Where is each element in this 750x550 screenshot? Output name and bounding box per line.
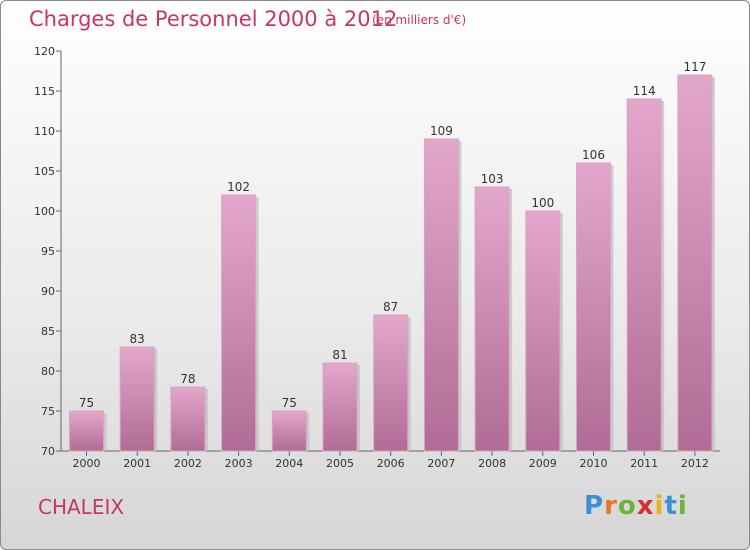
y-tick-label: 115 — [34, 85, 55, 98]
bar-value-label: 81 — [332, 348, 347, 362]
x-tick-label: 2003 — [225, 457, 253, 470]
x-tick-label: 2001 — [123, 457, 151, 470]
bar-2002 — [170, 386, 206, 452]
x-tick-label: 2010 — [580, 457, 608, 470]
y-tick-label: 105 — [34, 165, 55, 178]
y-tick-label: 80 — [41, 365, 55, 378]
x-tick-label: 2011 — [630, 457, 658, 470]
y-tick-label: 110 — [34, 125, 55, 138]
x-tick-label: 2008 — [478, 457, 506, 470]
bar-value-label: 109 — [430, 124, 453, 138]
y-tick-label: 100 — [34, 205, 55, 218]
bar-2000 — [69, 410, 104, 452]
x-tick-label: 2007 — [427, 457, 455, 470]
bar-value-label: 103 — [481, 172, 504, 186]
x-tick-label: 2009 — [529, 457, 557, 470]
proxiti-logo[interactable]: Proxiti — [584, 491, 688, 521]
bar-2010 — [576, 162, 611, 452]
bar-value-label: 83 — [130, 332, 145, 346]
bar-2001 — [119, 346, 155, 452]
bar-2007 — [423, 138, 459, 452]
y-tick-label: 85 — [41, 325, 55, 338]
bar-2006 — [373, 314, 409, 452]
x-tick-label: 2004 — [275, 457, 303, 470]
y-tick-label: 95 — [41, 245, 55, 258]
bar-value-label: 102 — [227, 180, 250, 194]
bar-2009 — [525, 210, 561, 452]
logo-letter: P — [584, 491, 605, 521]
bar-value-label: 75 — [79, 396, 94, 410]
x-tick-label: 2002 — [174, 457, 202, 470]
bar-value-label: 100 — [531, 196, 554, 210]
x-tick-label: 2006 — [377, 457, 405, 470]
logo-letter: x — [636, 491, 655, 521]
bar-value-label: 117 — [683, 60, 706, 74]
bar-2004 — [271, 410, 307, 452]
logo-letter: i — [677, 491, 688, 521]
chart-title: Charges de Personnel 2000 à 2012 — [29, 7, 398, 31]
x-tick-label: 2000 — [73, 457, 101, 470]
axes: 70 75 80 85 90 95 100 105 110 115 120 2000 2001 2002 2… — [34, 45, 721, 470]
logo-letter: t — [664, 491, 678, 521]
x-tick-label: 2012 — [681, 457, 709, 470]
logo-letter: o — [617, 491, 637, 521]
city-name: CHALEIX — [38, 495, 125, 519]
bar-2011 — [626, 98, 662, 452]
bar-value-label: 78 — [180, 372, 195, 386]
bar-value-label: 75 — [282, 396, 297, 410]
bars: 75 83 78 102 75 81 87 109 103 100 106 114 117 — [69, 60, 715, 452]
logo-letter: r — [604, 491, 618, 521]
bar-value-label: 87 — [383, 300, 398, 314]
x-tick-label: 2005 — [326, 457, 354, 470]
logo-letter: i — [654, 491, 665, 521]
bar-2005 — [322, 362, 358, 452]
y-tick-label: 90 — [41, 285, 55, 298]
bar-2012 — [677, 74, 713, 452]
bar-value-label: 106 — [582, 148, 605, 162]
bar-2008 — [474, 186, 510, 452]
y-tick-label: 120 — [34, 45, 55, 58]
y-tick-label: 75 — [41, 405, 55, 418]
chart-subtitle: (en milliers d'€) — [372, 13, 467, 27]
bar-value-label: 114 — [633, 84, 656, 98]
y-tick-label: 70 — [41, 445, 55, 458]
bar-2003 — [221, 194, 257, 452]
